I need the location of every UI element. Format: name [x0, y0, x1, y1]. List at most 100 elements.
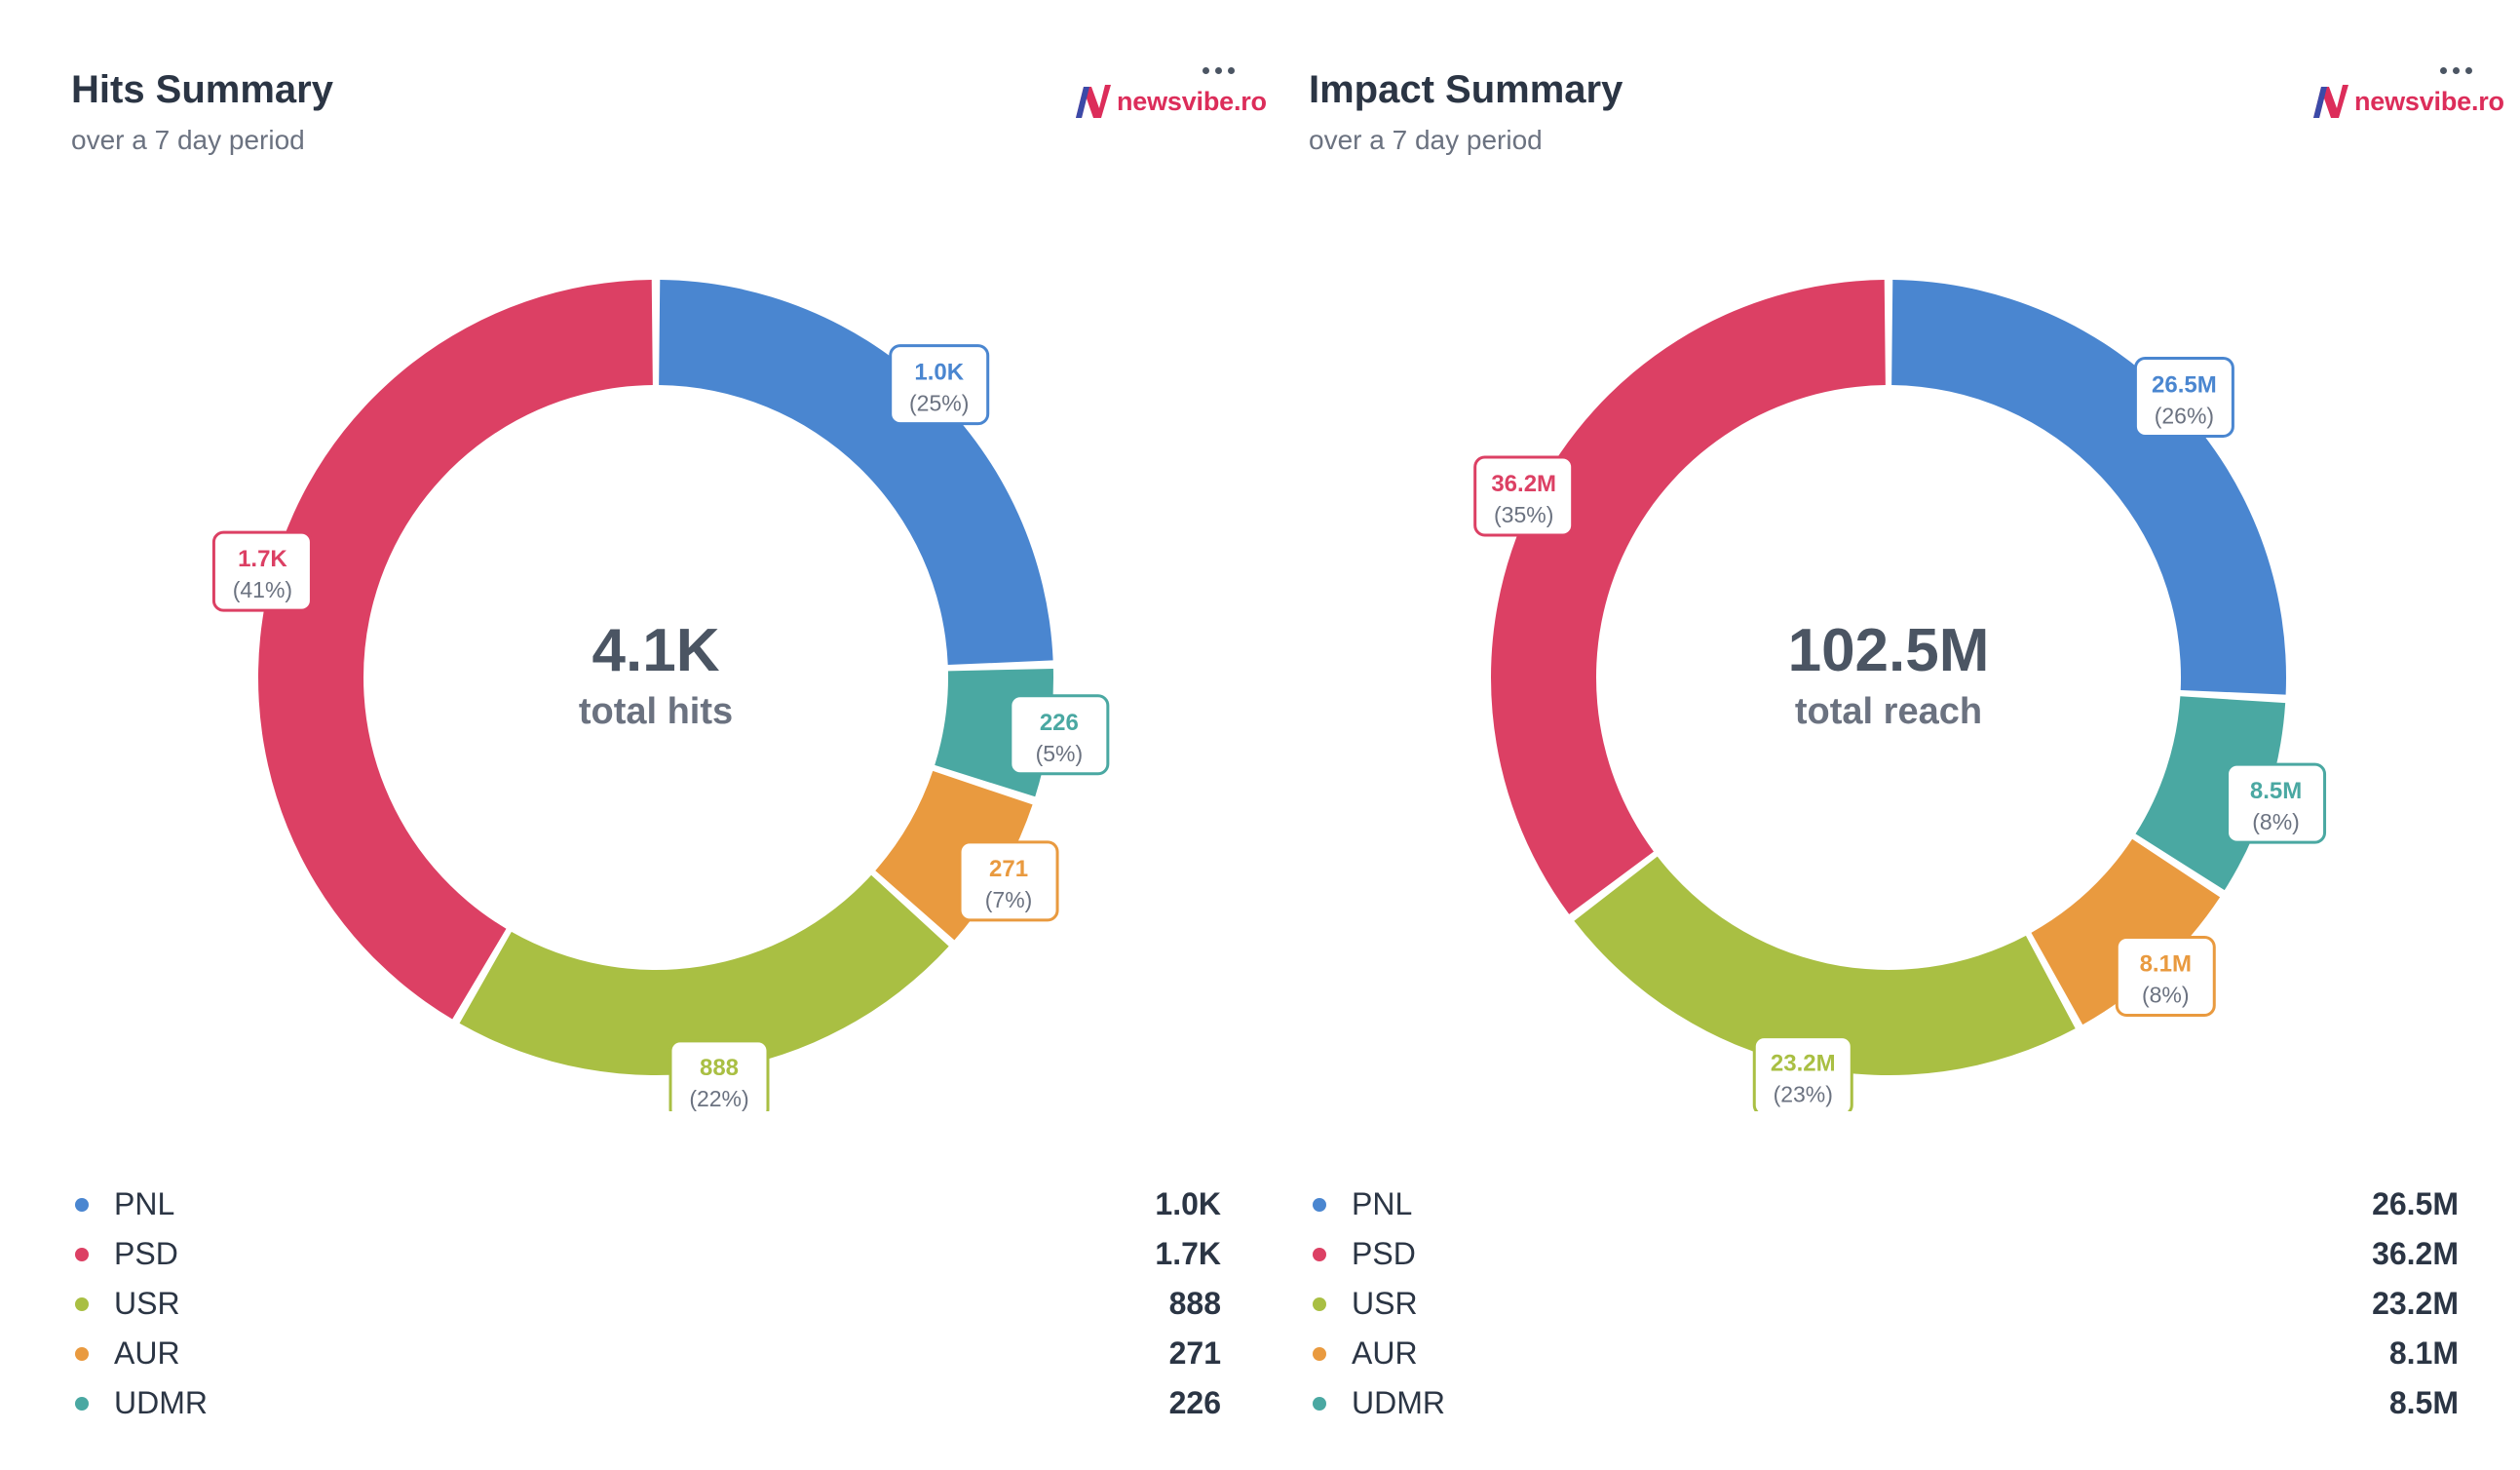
legend-label: USR [1352, 1286, 1418, 1321]
data-label-percent: (41%) [233, 577, 292, 602]
legend-label: UDMR [114, 1385, 208, 1420]
slice-pnl[interactable] [1891, 280, 2286, 695]
data-label-box [2226, 762, 2327, 844]
legend: PNL 1.0K PSD 1.7K USR 888 AUR 271 UDMR 2… [71, 1180, 1221, 1428]
center-value: 102.5M [1788, 617, 1990, 684]
data-label-usr: 23.2M (23%) [1752, 1035, 1853, 1111]
legend-dot [1313, 1197, 1326, 1212]
legend-dot [75, 1296, 89, 1311]
data-label-box [889, 344, 990, 426]
data-label-box [2133, 356, 2234, 438]
more-options-icon[interactable] [1199, 60, 1238, 80]
legend-item-aur[interactable]: AUR 8.1M [1309, 1329, 2459, 1378]
slice-aur[interactable] [2031, 838, 2221, 1025]
legend-item-psd[interactable]: PSD 1.7K [71, 1229, 1221, 1279]
data-label-psd: 1.7K (41%) [211, 530, 313, 612]
data-label-value: 36.2M [1491, 471, 1556, 497]
legend-dot [1313, 1396, 1326, 1411]
slice-pnl[interactable] [659, 280, 1053, 666]
data-label-value: 8.1M [2140, 950, 2192, 977]
legend-value: 8.1M [2388, 1335, 2459, 1371]
legend-label: PSD [114, 1236, 178, 1271]
legend-item-udmr[interactable]: UDMR 8.5M [1309, 1378, 2459, 1428]
legend-dot [1313, 1346, 1326, 1361]
slice-psd[interactable] [1491, 280, 1886, 914]
hits-summary-panel: Hits Summary over a 7 day period newsvib… [0, 0, 1267, 1470]
legend-dot [75, 1247, 89, 1261]
legend: PNL 26.5M PSD 36.2M USR 23.2M AUR 8.1M U… [1309, 1180, 2459, 1428]
data-label-box [958, 840, 1059, 922]
newsvibe-n-icon [2313, 85, 2348, 118]
data-label-box [668, 1039, 770, 1111]
data-label-box [1752, 1035, 1853, 1111]
panel-title: Impact Summary [1309, 68, 1623, 111]
legend-item-psd[interactable]: PSD 36.2M [1309, 1229, 2459, 1279]
legend-value: 1.0K [1155, 1186, 1221, 1221]
data-label-aur: 271 (7%) [958, 840, 1059, 922]
data-label-psd: 36.2M (35%) [1473, 455, 1575, 537]
legend-dot [75, 1197, 89, 1212]
slice-usr[interactable] [459, 874, 949, 1075]
center-value: 4.1K [592, 617, 720, 684]
panel-subtitle: over a 7 day period [71, 125, 305, 155]
data-label-box [2115, 935, 2216, 1017]
impact-summary-panel: Impact Summary over a 7 day period newsv… [1238, 0, 2504, 1470]
legend-value: 36.2M [2372, 1236, 2459, 1271]
legend-value: 226 [1168, 1385, 1221, 1420]
legend-label: PSD [1352, 1236, 1416, 1271]
legend-item-pnl[interactable]: PNL 26.5M [1309, 1180, 2459, 1229]
data-label-percent: (8%) [2252, 809, 2300, 834]
legend-value: 1.7K [1155, 1236, 1221, 1271]
data-label-percent: (26%) [2155, 403, 2214, 428]
data-label-usr: 888 (22%) [668, 1039, 770, 1111]
legend-label: PNL [114, 1186, 175, 1221]
data-label-percent: (8%) [2142, 982, 2190, 1007]
more-options-icon[interactable] [2436, 60, 2475, 80]
data-label-value: 26.5M [2152, 371, 2217, 398]
legend-dot [75, 1396, 89, 1411]
legend-item-pnl[interactable]: PNL 1.0K [71, 1180, 1221, 1229]
data-label-box [1009, 694, 1110, 776]
slice-psd[interactable] [257, 280, 653, 1020]
newsvibe-n-icon [1076, 85, 1111, 118]
data-label-aur: 8.1M (8%) [2115, 935, 2216, 1017]
hits-donut-chart: 4.1K total hits 1.0K (25%) 226 (5%) 271 (7%) 8… [211, 280, 1110, 1111]
legend-value: 23.2M [2372, 1286, 2459, 1321]
center-label: total hits [579, 691, 733, 732]
data-label-percent: (5%) [1036, 741, 1084, 766]
data-label-udmr: 226 (5%) [1009, 694, 1110, 776]
legend-label: USR [114, 1286, 180, 1321]
data-label-percent: (22%) [689, 1086, 748, 1111]
newsvibe-logo: newsvibe.ro [2310, 78, 2504, 125]
data-label-percent: (7%) [985, 887, 1033, 912]
center-label: total reach [1795, 691, 1982, 732]
legend-value: 26.5M [2372, 1186, 2459, 1221]
legend-dot [1313, 1247, 1326, 1261]
data-label-value: 8.5M [2250, 778, 2302, 804]
logo-text: newsvibe.ro [2354, 86, 2504, 116]
legend-value: 8.5M [2388, 1385, 2459, 1420]
data-label-udmr: 8.5M (8%) [2226, 762, 2327, 844]
panel-subtitle: over a 7 day period [1309, 125, 1543, 155]
legend-label: AUR [114, 1335, 180, 1371]
data-label-box [1473, 455, 1575, 537]
legend-item-udmr[interactable]: UDMR 226 [71, 1378, 1221, 1428]
logo-text: newsvibe.ro [1117, 86, 1267, 116]
data-label-percent: (23%) [1774, 1082, 1833, 1107]
legend-value: 271 [1168, 1335, 1221, 1371]
legend-item-aur[interactable]: AUR 271 [71, 1329, 1221, 1378]
slice-aur[interactable] [875, 770, 1033, 941]
legend-label: PNL [1352, 1186, 1413, 1221]
legend-value: 888 [1168, 1286, 1221, 1321]
legend-label: AUR [1352, 1335, 1418, 1371]
data-label-pnl: 1.0K (25%) [889, 344, 990, 426]
legend-label: UDMR [1352, 1385, 1445, 1420]
data-label-value: 271 [989, 856, 1028, 882]
data-label-value: 23.2M [1771, 1051, 1836, 1077]
slice-usr[interactable] [1574, 856, 2076, 1075]
legend-item-usr[interactable]: USR 23.2M [1309, 1279, 2459, 1329]
impact-donut-chart: 102.5M total reach 26.5M(26%)8.5M(8%)8.1… [1473, 280, 2327, 1111]
data-label-value: 888 [700, 1055, 739, 1081]
data-label-value: 1.7K [238, 546, 287, 572]
legend-item-usr[interactable]: USR 888 [71, 1279, 1221, 1329]
